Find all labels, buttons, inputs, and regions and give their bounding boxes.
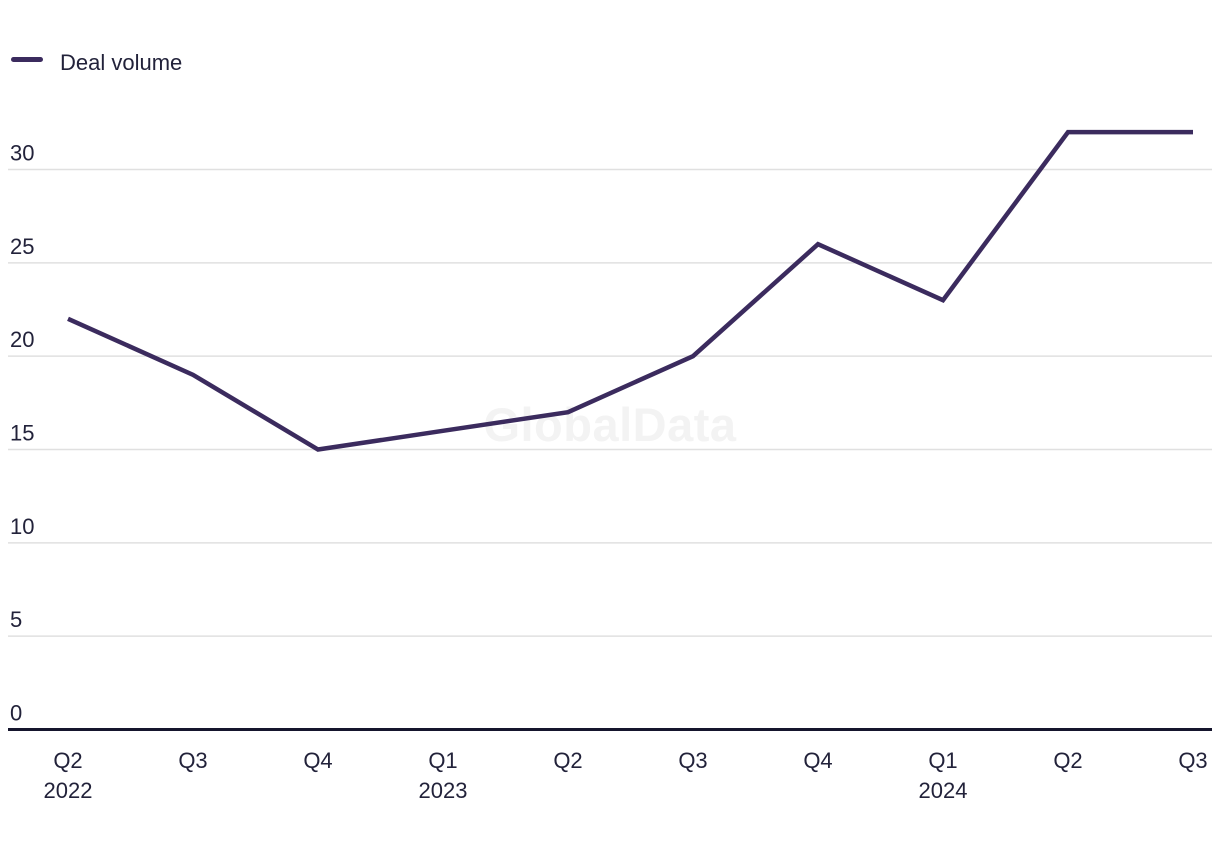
x-tick-year-label: 2023 [419,778,468,803]
y-tick-label: 15 [10,420,34,445]
x-tick-label: Q4 [303,748,332,773]
legend-line-swatch [11,57,43,62]
y-tick-label: 20 [10,327,34,352]
x-tick-year-label: 2022 [44,778,93,803]
watermark: GlobalData [483,398,736,451]
x-tick-label: Q3 [178,748,207,773]
y-tick-label: 30 [10,140,34,165]
x-tick-label: Q4 [803,748,832,773]
grid-layer [8,168,1212,731]
x-tick-label: Q1 [428,748,457,773]
x-tick-label: Q2 [553,748,582,773]
x-tick-label: Q3 [678,748,707,773]
x-tick-year-label: 2024 [919,778,968,803]
y-tick-label: 25 [10,234,34,259]
x-tick-label: Q3 [1178,748,1207,773]
legend-label: Deal volume [60,50,182,75]
legend: Deal volume [11,50,182,75]
y-tick-label: 10 [10,514,34,539]
axis-labels-layer: 0 5 10 15 20 25 30 Q2 2022 Q3 Q4 Q1 2023 Q2 Q3 Q4 Q1 2024… [10,140,1208,803]
x-tick-label: Q1 [928,748,957,773]
x-tick-label: Q2 [53,748,82,773]
y-tick-label: 5 [10,607,22,632]
series-layer [67,129,1193,452]
deal-volume-line [67,129,1193,452]
y-tick-label: 0 [10,701,22,726]
x-tick-label: Q2 [1053,748,1082,773]
